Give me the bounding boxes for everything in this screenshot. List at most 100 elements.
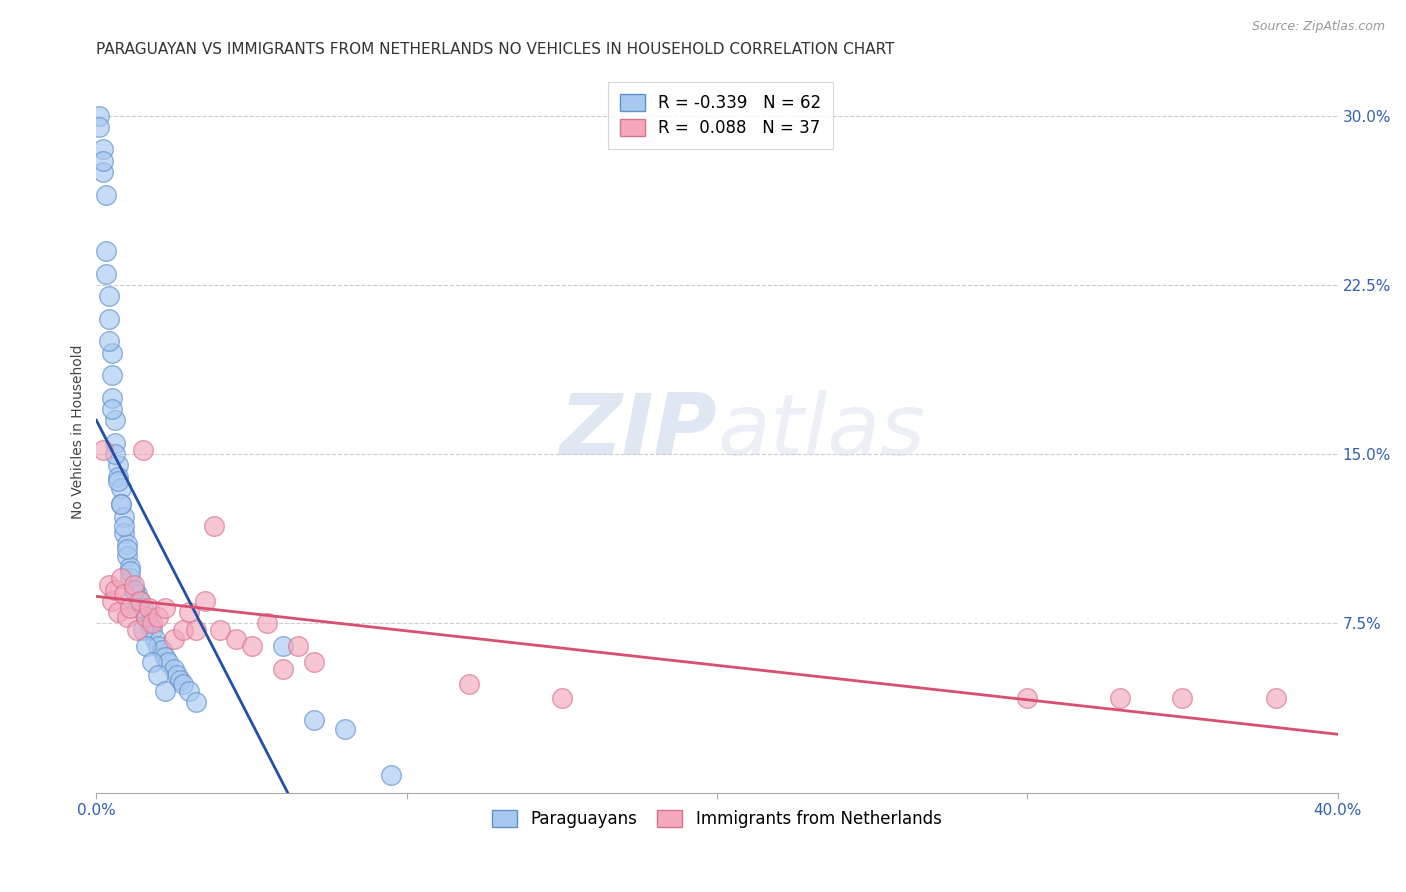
Point [89, 120, 111, 134]
Point [104, 447, 127, 461]
Point [138, 616, 160, 631]
Legend: Paraguayans, Immigrants from Netherlands: Paraguayans, Immigrants from Netherlands [485, 804, 949, 835]
Point [91, 442, 114, 457]
Point [225, 632, 247, 647]
Point [101, 391, 124, 405]
Point [302, 714, 325, 728]
Point [110, 497, 132, 511]
Point [150, 643, 173, 657]
Point [120, 571, 142, 585]
Point [287, 639, 309, 653]
Point [104, 413, 127, 427]
Point [97, 578, 120, 592]
Point [143, 632, 166, 647]
Point [271, 661, 294, 675]
Point [94, 267, 117, 281]
Point [135, 609, 157, 624]
Point [166, 668, 188, 682]
Point [153, 650, 176, 665]
Point [135, 639, 157, 653]
Point [110, 481, 132, 495]
Point [94, 187, 117, 202]
Point [91, 165, 114, 179]
Point [1017, 690, 1039, 705]
Point [132, 623, 155, 637]
Point [125, 623, 148, 637]
Point [110, 571, 132, 585]
Text: ZIP: ZIP [560, 390, 717, 473]
Point [148, 668, 170, 682]
Point [107, 458, 129, 473]
Point [101, 401, 124, 416]
Point [101, 594, 124, 608]
Point [172, 623, 194, 637]
Point [97, 311, 120, 326]
Point [128, 594, 150, 608]
Point [551, 690, 574, 705]
Point [122, 582, 145, 597]
Point [120, 560, 142, 574]
Point [163, 661, 186, 675]
Point [194, 594, 217, 608]
Point [202, 519, 225, 533]
Point [122, 578, 145, 592]
Point [89, 109, 111, 123]
Point [1109, 690, 1132, 705]
Point [112, 510, 135, 524]
Text: atlas: atlas [717, 390, 925, 473]
Point [117, 541, 139, 556]
Point [141, 623, 163, 637]
Point [107, 474, 129, 488]
Point [91, 143, 114, 157]
Point [163, 632, 186, 647]
Point [333, 723, 356, 737]
Point [94, 244, 117, 258]
Point [104, 435, 127, 450]
Point [104, 582, 127, 597]
Point [138, 600, 160, 615]
Point [112, 587, 135, 601]
Point [179, 684, 201, 698]
Point [117, 549, 139, 563]
Point [1171, 690, 1194, 705]
Point [107, 605, 129, 619]
Point [122, 582, 145, 597]
Point [179, 605, 201, 619]
Point [256, 616, 278, 631]
Text: Source: ZipAtlas.com: Source: ZipAtlas.com [1251, 20, 1385, 33]
Point [169, 673, 191, 687]
Point [148, 639, 170, 653]
Point [148, 609, 170, 624]
Point [120, 600, 142, 615]
Point [97, 289, 120, 303]
Point [457, 677, 479, 691]
Point [112, 526, 135, 541]
Y-axis label: No Vehicles in Household: No Vehicles in Household [72, 344, 86, 519]
Point [1264, 690, 1286, 705]
Point [117, 609, 139, 624]
Point [97, 334, 120, 349]
Point [91, 153, 114, 168]
Point [156, 655, 179, 669]
Point [209, 623, 232, 637]
Point [135, 609, 157, 624]
Point [141, 655, 163, 669]
Point [132, 442, 155, 457]
Point [380, 767, 402, 781]
Point [117, 537, 139, 551]
Point [184, 623, 207, 637]
Point [141, 616, 163, 631]
Point [153, 600, 176, 615]
Point [101, 368, 124, 383]
Point [125, 600, 148, 615]
Point [271, 639, 294, 653]
Point [101, 345, 124, 359]
Point [107, 469, 129, 483]
Point [240, 639, 263, 653]
Point [302, 655, 325, 669]
Point [128, 594, 150, 608]
Point [125, 587, 148, 601]
Point [132, 600, 155, 615]
Point [110, 497, 132, 511]
Point [184, 695, 207, 709]
